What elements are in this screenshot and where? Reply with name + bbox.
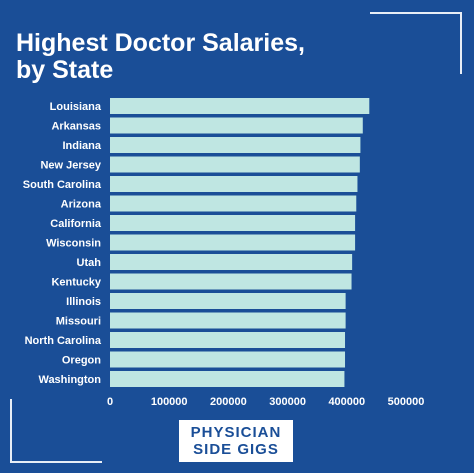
x-tick-label: 0: [107, 396, 113, 408]
category-label: Kentucky: [51, 277, 101, 289]
bar: [110, 117, 363, 134]
brand-line-1: PHYSICIAN: [190, 424, 282, 441]
bar: [110, 273, 352, 290]
bar: [110, 312, 346, 329]
category-label: North Carolina: [25, 335, 102, 347]
x-tick-label: 200000: [210, 396, 247, 408]
bar: [110, 98, 370, 114]
bar: [110, 351, 346, 368]
x-tick-label: 300000: [269, 396, 306, 408]
bar: [110, 234, 356, 251]
category-label: South Carolina: [23, 179, 102, 191]
category-label: California: [50, 218, 102, 230]
bar: [110, 215, 356, 231]
bar: [110, 195, 357, 212]
brand-line-2: SIDE GIGS: [193, 441, 279, 458]
bar: [110, 332, 346, 348]
chart-title-line-1: Highest Doctor Salaries,: [16, 29, 305, 57]
category-label: Missouri: [56, 316, 101, 328]
category-label: Utah: [77, 257, 102, 269]
x-tick-label: 100000: [151, 396, 188, 408]
x-tick-label: 400000: [328, 396, 365, 408]
bar: [110, 156, 360, 173]
bar: [110, 371, 345, 387]
brand-logo: PHYSICIAN SIDE GIGS: [179, 420, 293, 462]
bar: [110, 176, 358, 192]
category-label: Arizona: [61, 199, 102, 211]
corner-decoration-bottom-left: [10, 399, 102, 463]
chart-title-line-2: by State: [16, 56, 114, 84]
category-label: Illinois: [66, 296, 101, 308]
category-label: Oregon: [62, 355, 101, 367]
category-label: New Jersey: [40, 160, 101, 172]
category-label: Indiana: [62, 140, 101, 152]
corner-decoration-top-right: [370, 12, 462, 74]
category-label: Washington: [38, 374, 101, 386]
category-label: Louisiana: [50, 101, 102, 113]
category-label: Wisconsin: [46, 238, 101, 250]
category-label: Arkansas: [51, 121, 101, 133]
bar: [110, 293, 346, 309]
x-tick-label: 500000: [388, 396, 425, 408]
bar: [110, 137, 361, 153]
bar: [110, 254, 353, 270]
chart-title: Highest Doctor Salaries, by State: [16, 30, 346, 84]
